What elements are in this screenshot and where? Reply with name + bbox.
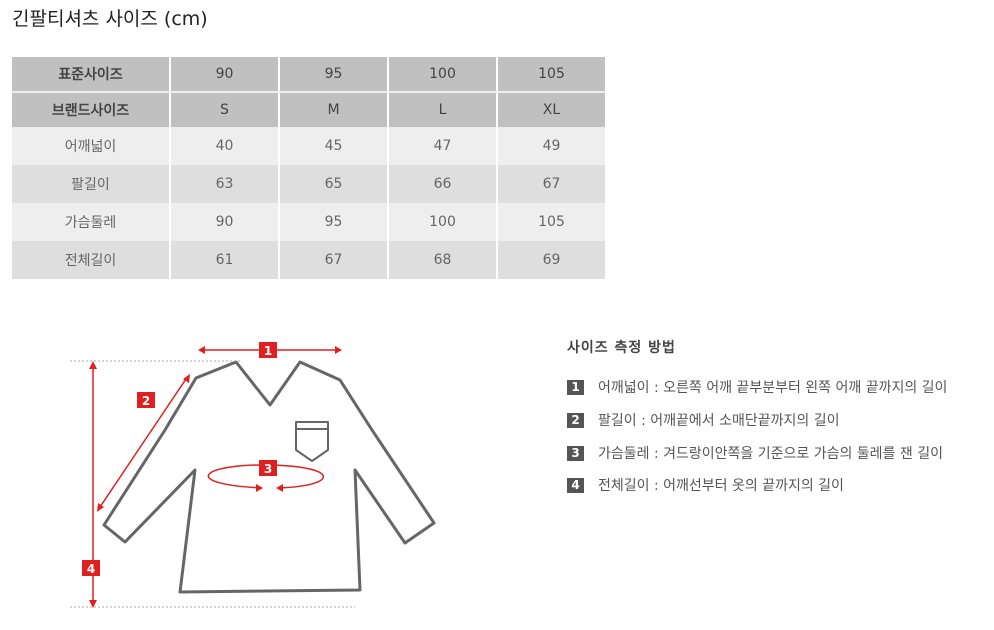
guide-lines <box>70 360 355 608</box>
table-row: 전체길이 61 67 68 69 <box>12 241 605 279</box>
row-label: 팔길이 <box>12 165 171 203</box>
method-item: 3 가슴둘레 : 겨드랑이안쪽을 기준으로 가슴의 둘레를 잰 길이 <box>567 443 943 463</box>
table-cell: 67 <box>279 241 389 279</box>
header-cell: L <box>388 92 498 127</box>
row-label: 가슴둘레 <box>12 203 171 241</box>
table-row: 어깨넓이 40 45 47 49 <box>12 127 605 165</box>
table-row: 팔길이 63 65 66 67 <box>12 165 605 203</box>
header-cell: M <box>279 92 389 127</box>
header-cell: 105 <box>497 57 605 93</box>
svg-text:4: 4 <box>87 562 95 576</box>
header-cell: XL <box>497 92 605 127</box>
header-cell: 브랜드사이즈 <box>12 92 171 127</box>
marker-3: 3 <box>259 460 277 476</box>
table-cell: 69 <box>497 241 605 279</box>
table-cell: 65 <box>279 165 389 203</box>
table-cell: 105 <box>497 203 605 241</box>
table-cell: 45 <box>279 127 389 165</box>
header-cell: S <box>170 92 280 127</box>
method-text: 전체길이 : 어깨선부터 옷의 끝까지의 길이 <box>598 478 844 494</box>
header-cell: 90 <box>170 57 280 93</box>
svg-text:2: 2 <box>142 394 150 408</box>
table-header-row: 표준사이즈 90 95 100 105 <box>12 57 605 93</box>
table-cell: 90 <box>170 203 280 241</box>
table-cell: 66 <box>388 165 498 203</box>
svg-text:3: 3 <box>264 462 272 476</box>
table-cell: 67 <box>497 165 605 203</box>
table-cell: 47 <box>388 127 498 165</box>
row-label: 어깨넓이 <box>12 127 171 165</box>
method-item: 1 어깨넓이 : 오른쪽 어깨 끝부분부터 왼쪽 어깨 끝까지의 길이 <box>567 377 947 397</box>
header-cell: 100 <box>388 57 498 93</box>
method-item: 4 전체길이 : 어깨선부터 옷의 끝까지의 길이 <box>567 475 844 495</box>
header-cell: 95 <box>279 57 389 93</box>
page-title: 긴팔티셔츠 사이즈 (cm) <box>12 8 208 30</box>
table-cell: 61 <box>170 241 280 279</box>
marker-2: 2 <box>137 392 155 408</box>
number-badge: 4 <box>567 477 584 493</box>
size-table: 표준사이즈 90 95 100 105 브랜드사이즈 S M L XL 어깨넓이… <box>12 57 605 279</box>
number-badge: 2 <box>567 412 584 428</box>
shirt-measurement-diagram: 1 2 3 4 <box>70 342 436 608</box>
method-text: 가슴둘레 : 겨드랑이안쪽을 기준으로 가슴의 둘레를 잰 길이 <box>598 446 943 462</box>
table-cell: 95 <box>279 203 389 241</box>
svg-text:1: 1 <box>264 344 272 358</box>
header-cell: 표준사이즈 <box>12 57 171 93</box>
shirt-outline <box>102 360 436 594</box>
table-cell: 68 <box>388 241 498 279</box>
table-row: 가슴둘레 90 95 100 105 <box>12 203 605 241</box>
table-header-row: 브랜드사이즈 S M L XL <box>12 92 605 127</box>
number-badge: 3 <box>567 445 584 461</box>
table-cell: 40 <box>170 127 280 165</box>
method-text: 팔길이 : 어깨끝에서 소매단끝까지의 길이 <box>598 413 840 429</box>
measurement-method-title: 사이즈 측정 방법 <box>567 340 676 356</box>
marker-1: 1 <box>259 342 277 358</box>
row-label: 전체길이 <box>12 241 171 279</box>
method-text: 어깨넓이 : 오른쪽 어깨 끝부분부터 왼쪽 어깨 끝까지의 길이 <box>598 380 948 396</box>
table-cell: 63 <box>170 165 280 203</box>
table-cell: 100 <box>388 203 498 241</box>
marker-4: 4 <box>82 560 100 576</box>
method-item: 2 팔길이 : 어깨끝에서 소매단끝까지의 길이 <box>567 410 839 430</box>
table-cell: 49 <box>497 127 605 165</box>
number-badge: 1 <box>567 379 584 395</box>
